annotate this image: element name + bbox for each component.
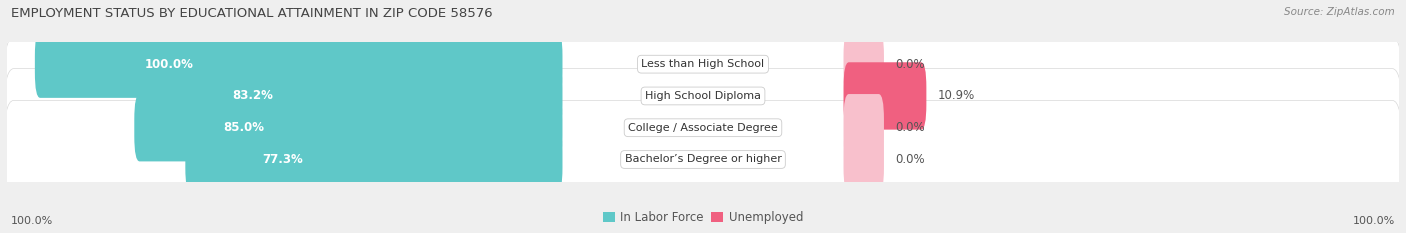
FancyBboxPatch shape xyxy=(186,126,562,193)
Text: 0.0%: 0.0% xyxy=(896,121,925,134)
Text: Bachelor’s Degree or higher: Bachelor’s Degree or higher xyxy=(624,154,782,164)
FancyBboxPatch shape xyxy=(844,62,927,130)
FancyBboxPatch shape xyxy=(844,31,884,98)
Text: 85.0%: 85.0% xyxy=(224,121,264,134)
Text: 83.2%: 83.2% xyxy=(232,89,273,103)
Text: 0.0%: 0.0% xyxy=(896,153,925,166)
Text: College / Associate Degree: College / Associate Degree xyxy=(628,123,778,133)
FancyBboxPatch shape xyxy=(4,5,1402,123)
FancyBboxPatch shape xyxy=(844,94,884,161)
FancyBboxPatch shape xyxy=(844,126,884,193)
FancyBboxPatch shape xyxy=(4,69,1402,187)
Text: Source: ZipAtlas.com: Source: ZipAtlas.com xyxy=(1284,7,1395,17)
Text: 100.0%: 100.0% xyxy=(145,58,194,71)
Text: 0.0%: 0.0% xyxy=(896,58,925,71)
FancyBboxPatch shape xyxy=(4,37,1402,155)
Legend: In Labor Force, Unemployed: In Labor Force, Unemployed xyxy=(598,206,808,229)
Text: High School Diploma: High School Diploma xyxy=(645,91,761,101)
Text: 10.9%: 10.9% xyxy=(938,89,974,103)
FancyBboxPatch shape xyxy=(146,62,562,130)
Text: 77.3%: 77.3% xyxy=(262,153,302,166)
FancyBboxPatch shape xyxy=(35,31,562,98)
Text: Less than High School: Less than High School xyxy=(641,59,765,69)
Text: EMPLOYMENT STATUS BY EDUCATIONAL ATTAINMENT IN ZIP CODE 58576: EMPLOYMENT STATUS BY EDUCATIONAL ATTAINM… xyxy=(11,7,494,20)
FancyBboxPatch shape xyxy=(135,94,562,161)
FancyBboxPatch shape xyxy=(4,100,1402,219)
Text: 100.0%: 100.0% xyxy=(1353,216,1395,226)
Text: 100.0%: 100.0% xyxy=(11,216,53,226)
